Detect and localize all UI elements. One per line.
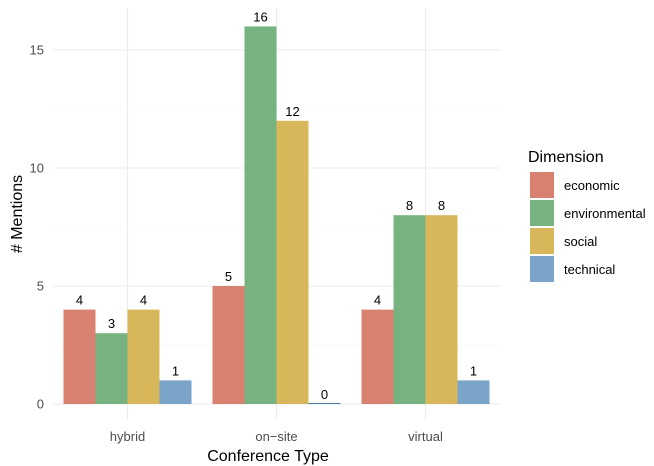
bar-technical [457,380,490,404]
legend-swatch-economic [530,172,554,198]
data-label: 4 [76,293,83,308]
legend-swatch-environmental [530,200,554,226]
bar-economic [212,286,245,404]
legend-swatch-social [530,228,554,254]
x-axis-ticks: hybrid on−site virtual [110,429,443,444]
x-axis-title: Conference Type [207,448,329,465]
bar-environmental [393,215,426,404]
bar-social [127,309,160,404]
y-tick-label: 5 [37,279,44,294]
bar-environmental [95,333,128,404]
legend-label: technical [564,262,615,277]
bar-economic [361,309,394,404]
data-label: 8 [438,198,445,213]
data-label: 8 [406,198,413,213]
bars [63,26,490,405]
legend-label: environmental [564,206,646,221]
legend-title: Dimension [528,149,604,166]
data-label: 12 [285,104,299,119]
data-label: 5 [225,269,232,284]
legend: Dimension economic environmental social tec… [528,149,646,282]
data-labels: 4 3 4 1 5 16 12 0 4 8 8 1 [76,9,477,402]
legend-label: social [564,234,597,249]
legend-swatch-technical [530,256,554,282]
y-tick-label: 10 [30,161,44,176]
data-label: 0 [321,387,328,402]
legend-items: economic environmental social technical [530,172,646,282]
x-tick-label: virtual [408,429,443,444]
bar-technical [159,380,192,404]
y-axis-title: # Mentions [9,175,26,253]
bar-environmental [244,26,277,405]
x-tick-label: on−site [255,429,297,444]
y-axis-ticks: 0 5 10 15 [30,43,44,412]
y-tick-label: 15 [30,43,44,58]
x-tick-label: hybrid [110,429,145,444]
data-label: 3 [108,316,115,331]
bar-economic [63,309,96,404]
bar-technical [308,403,341,404]
legend-label: economic [564,178,620,193]
data-label: 4 [140,293,147,308]
bar-social [425,215,458,404]
y-tick-label: 0 [37,397,44,412]
data-label: 1 [470,363,477,378]
data-label: 1 [172,363,179,378]
bar-social [276,120,309,405]
data-label: 16 [253,9,267,24]
data-label: 4 [374,293,381,308]
